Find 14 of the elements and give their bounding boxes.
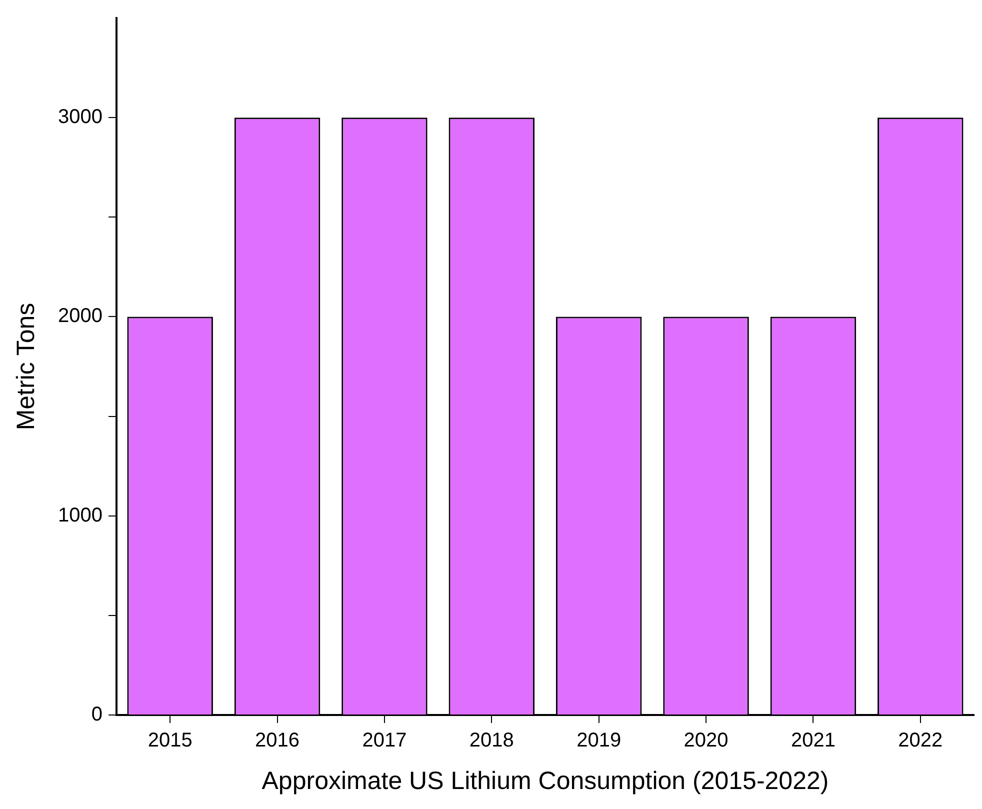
y-tick-label: 3000 (58, 106, 102, 128)
x-tick-label: 2022 (898, 730, 943, 752)
x-tick-label: 2017 (362, 730, 407, 752)
y-axis-title: Metric Tons (12, 302, 40, 430)
y-tick-label: 0 (91, 704, 102, 726)
x-tick-label: 2015 (148, 730, 192, 752)
y-tick-label: 2000 (58, 305, 102, 328)
x-tick-label: 2016 (255, 730, 300, 752)
x-tick-label: 2020 (684, 730, 728, 752)
x-tick-label: 2021 (790, 730, 836, 752)
x-tick-label: 2019 (576, 730, 622, 752)
x-axis-title: Approximate US Lithium Consumption (2015-2022) (262, 766, 829, 795)
y-tick-label: 1000 (58, 504, 102, 526)
x-tick-label: 2018 (469, 730, 514, 752)
